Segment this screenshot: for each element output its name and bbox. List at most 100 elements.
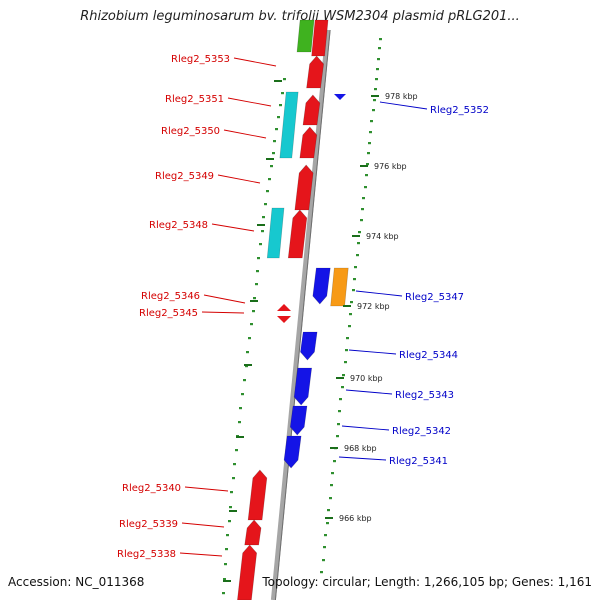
leader-line [379, 101, 428, 110]
gc-dot [336, 435, 339, 438]
gc-dot [252, 310, 255, 313]
tick-mark [352, 235, 360, 237]
leader-line [338, 456, 387, 461]
gc-dot [273, 140, 276, 143]
gc-dot [259, 243, 262, 246]
gc-dot [370, 120, 373, 123]
scale-mark [257, 224, 265, 226]
gc-dot [357, 242, 360, 245]
gene-block-rleg2-5338 [237, 544, 257, 600]
orange-feature [330, 267, 349, 307]
gene-label-forward: Rleg2_5348 [149, 220, 208, 231]
leader-line [227, 97, 272, 107]
gc-dot [261, 230, 264, 233]
scale-mark [223, 580, 231, 582]
gene-block-rleg2-5343 [293, 367, 313, 406]
leader-line [181, 522, 225, 528]
summary-text: Topology: circular; Length: 1,266,105 bp… [262, 575, 592, 589]
tick-label: 970 kbp [350, 374, 383, 383]
gc-dot [364, 186, 367, 189]
gc-dot [375, 78, 378, 81]
gc-dot [235, 449, 238, 452]
leader-line [201, 311, 245, 314]
green-feature-block [296, 19, 315, 53]
tick-mark [330, 447, 338, 449]
gc-dot [320, 571, 323, 574]
leader-line [233, 57, 277, 67]
leader-line [211, 223, 255, 232]
gc-dot [378, 47, 381, 50]
gene-block-rleg2-5342 [289, 405, 308, 436]
gc-dot [349, 313, 352, 316]
gc-dot [379, 38, 382, 41]
label-layer: Rleg2_5353 Rleg2_5351 Rleg2_5350 Rleg2_5349… [117, 54, 489, 560]
gc-dot [241, 393, 244, 396]
backbone-shadow [274, 29, 331, 600]
gc-dot [326, 522, 329, 525]
gc-dot [369, 131, 372, 134]
gc-dot [272, 152, 275, 155]
gc-dot [333, 460, 336, 463]
gc-dot [372, 109, 375, 112]
gc-dot [233, 463, 236, 466]
gc-dot [329, 497, 332, 500]
scale-mark [274, 80, 282, 82]
gc-dot [266, 190, 269, 193]
gc-dot [376, 68, 379, 71]
gc-dot [246, 351, 249, 354]
gc-dot [373, 99, 376, 102]
leader-line [217, 174, 261, 184]
gene-block-rleg2-5352 [334, 94, 346, 100]
gene-label-reverse: Rleg2_5342 [392, 426, 451, 437]
gc-dot [243, 379, 246, 382]
tick-mark [343, 305, 351, 307]
cyan-feature-1 [279, 91, 299, 159]
gc-dot [323, 546, 326, 549]
gc-dot [331, 472, 334, 475]
gc-dot [358, 231, 361, 234]
scale-mark [229, 510, 237, 512]
gene-label-reverse: Rleg2_5344 [399, 350, 458, 361]
accession-text: Accession: NC_011368 [8, 575, 145, 589]
gc-dot [368, 142, 371, 145]
gene-label-reverse: Rleg2_5341 [389, 456, 448, 467]
backbone-line [270, 29, 331, 600]
gene-label-forward: Rleg2_5340 [122, 483, 181, 494]
scale-mark [250, 300, 258, 302]
leader-line [341, 425, 390, 431]
gene-label-forward: Rleg2_5349 [155, 171, 214, 182]
tick-label: 976 kbp [374, 162, 407, 171]
gc-dot [342, 374, 345, 377]
gc-dot [338, 410, 341, 413]
gene-block-rleg2-5340 [247, 469, 268, 521]
gene-block-rleg2-5353 [306, 55, 324, 89]
gc-dot [374, 88, 377, 91]
red-feature-top [311, 19, 329, 57]
gc-dot [224, 563, 227, 566]
gc-dot [362, 197, 365, 200]
feature-layer [237, 19, 349, 600]
leader-line [348, 349, 397, 355]
gc-dot [250, 323, 253, 326]
gene-block-rleg2-5346 [277, 304, 291, 311]
gc-dot [339, 398, 342, 401]
tick-layer: 978 kbp 976 kbp 974 kbp 972 kbp 970 kbp 968 k… [325, 92, 418, 523]
gc-dot [377, 58, 380, 61]
gene-block-rleg2-5347 [312, 267, 331, 305]
gc-dot [255, 283, 258, 286]
gc-dot [346, 337, 349, 340]
gc-dot [365, 174, 368, 177]
gc-dot [367, 152, 370, 155]
gc-dot [277, 116, 280, 119]
gc-dot [361, 208, 364, 211]
gene-block-rleg2-5351 [302, 94, 321, 126]
gc-dot [223, 578, 226, 581]
gc-dot [257, 257, 260, 260]
tick-label: 972 kbp [357, 302, 390, 311]
gene-label-reverse: Rleg2_5343 [395, 390, 454, 401]
gene-label-forward: Rleg2_5338 [117, 549, 176, 560]
leader-line [345, 389, 393, 395]
gc-dot [230, 491, 233, 494]
gene-label-forward: Rleg2_5350 [161, 126, 220, 137]
gc-dot [245, 365, 248, 368]
